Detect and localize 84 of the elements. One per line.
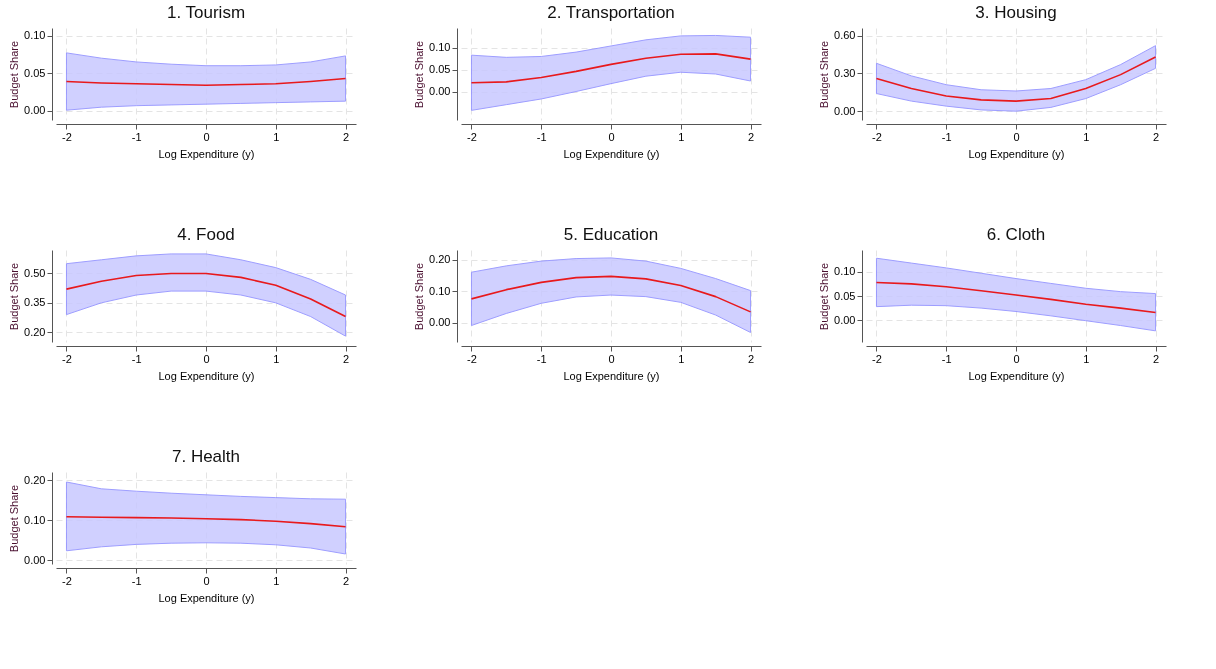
y-tick-label: 0.50	[24, 266, 46, 279]
y-axis-title: Budget Share	[818, 262, 831, 331]
chart-title: 7. Health	[171, 447, 241, 466]
chart-title: 1. Tourism	[166, 3, 246, 22]
y-tick-label: 0.00	[429, 316, 451, 329]
x-tick-label: 1	[273, 574, 280, 587]
x-tick-label: 0	[1013, 352, 1020, 365]
x-axis-title: Log Expenditure (y)	[158, 591, 255, 604]
line-series	[65, 77, 347, 87]
y-tick-label: 0.35	[24, 296, 46, 309]
y-axis-title: Budget Share	[413, 262, 426, 331]
x-tick-label: 2	[1152, 352, 1160, 365]
x-tick-label: 1	[1083, 352, 1090, 365]
x-tick-label: -2	[872, 352, 882, 365]
y-tick-label: 0.05	[24, 66, 46, 79]
x-tick-label: 1	[273, 130, 280, 143]
x-tick-label: 1	[1083, 130, 1090, 143]
y-tick-label: 0.10	[429, 284, 451, 297]
y-tick-label: 0.20	[429, 253, 451, 266]
x-axis-title: Log Expenditure (y)	[563, 369, 660, 382]
x-tick-label: -2	[467, 352, 477, 365]
x-tick-label: -2	[62, 130, 72, 143]
y-tick-label: 0.20	[24, 325, 46, 338]
x-tick-label: 0	[203, 352, 210, 365]
y-tick-label: 0.00	[834, 104, 856, 117]
y-tick-label: 0.10	[24, 29, 46, 42]
y-axis-title: Budget Share	[818, 40, 831, 109]
x-tick-label: -2	[62, 352, 72, 365]
x-axis-title: Log Expenditure (y)	[158, 147, 255, 160]
line-series	[65, 272, 347, 318]
y-tick-label: 0.60	[834, 29, 856, 42]
y-tick-label: 0.00	[24, 553, 46, 566]
x-tick-label: 2	[342, 574, 350, 587]
x-tick-label: 0	[203, 574, 210, 587]
x-tick-label: -1	[536, 130, 547, 143]
y-tick-label: 0.30	[834, 66, 856, 79]
x-tick-label: 2	[747, 352, 755, 365]
line-series	[65, 516, 347, 528]
y-axis-title: Budget Share	[8, 262, 21, 331]
line-series	[875, 281, 1157, 314]
x-tick-label: 0	[203, 130, 210, 143]
x-axis-title: Log Expenditure (y)	[968, 147, 1065, 160]
x-tick-label: -1	[941, 352, 952, 365]
x-tick-label: 2	[1152, 130, 1160, 143]
chart-title: 4. Food	[177, 225, 235, 244]
x-tick-label: 0	[1013, 130, 1020, 143]
line-series	[470, 275, 752, 313]
chart-title: 2. Transportation	[547, 3, 675, 22]
x-tick-label: -2	[872, 130, 882, 143]
chart-title: 6. Cloth	[986, 225, 1046, 244]
x-tick-label: -1	[536, 352, 547, 365]
x-tick-label: -1	[131, 130, 142, 143]
x-tick-label: 1	[678, 130, 685, 143]
x-tick-label: 0	[608, 130, 615, 143]
x-tick-label: 1	[678, 352, 685, 365]
chart-title: 3. Housing	[975, 3, 1057, 22]
x-tick-label: -1	[131, 352, 142, 365]
x-tick-label: 1	[273, 352, 280, 365]
chart-title: 5. Education	[563, 225, 659, 244]
x-axis-title: Log Expenditure (y)	[563, 147, 660, 160]
y-axis-title: Budget Share	[413, 40, 426, 109]
x-tick-label: -1	[941, 130, 952, 143]
y-tick-label: 0.10	[24, 513, 46, 526]
y-tick-label: 0.00	[834, 313, 856, 326]
x-axis-title: Log Expenditure (y)	[968, 369, 1065, 382]
line-series	[875, 56, 1157, 102]
line-series	[470, 53, 752, 84]
x-tick-label: -1	[131, 574, 142, 587]
x-tick-label: 2	[342, 352, 350, 365]
x-axis-title: Log Expenditure (y)	[158, 369, 255, 382]
y-tick-label: 0.00	[429, 85, 451, 98]
y-axis-title: Budget Share	[8, 484, 21, 553]
y-tick-label: 0.10	[834, 265, 856, 278]
y-tick-label: 0.05	[834, 289, 856, 302]
x-tick-label: -2	[62, 574, 72, 587]
y-axis-title: Budget Share	[8, 40, 21, 109]
y-tick-label: 0.20	[24, 473, 46, 486]
y-tick-label: 0.10	[429, 41, 451, 54]
x-tick-label: 2	[747, 130, 755, 143]
y-tick-label: 0.00	[24, 104, 46, 117]
x-tick-label: -2	[467, 130, 477, 143]
x-tick-label: 2	[342, 130, 350, 143]
x-tick-label: 0	[608, 352, 615, 365]
y-tick-label: 0.05	[429, 63, 451, 76]
